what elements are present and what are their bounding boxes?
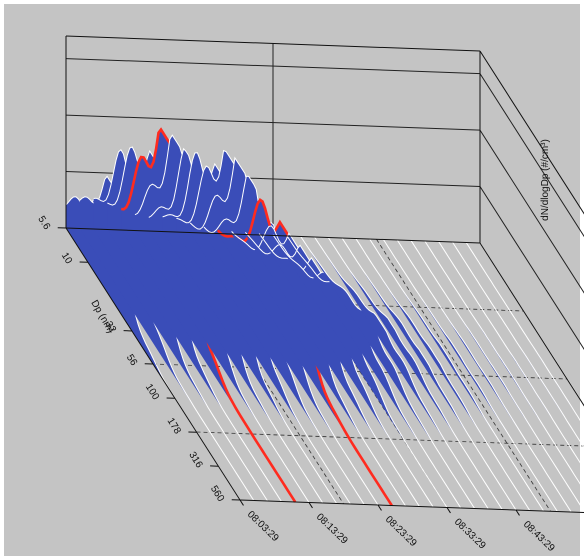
- x-tick-label: 178: [165, 416, 183, 436]
- frame-edge: [65, 227, 481, 244]
- x-tick-label: 560: [208, 484, 226, 504]
- frame-edge: [479, 50, 584, 215]
- y-tick-mark: [377, 504, 382, 511]
- y-tick-mark: [308, 502, 313, 509]
- series-fill: [480, 243, 584, 406]
- x-tick-label: 5.6: [35, 214, 52, 232]
- series-line: [451, 241, 584, 449]
- series-line: [93, 149, 269, 502]
- series-line: [107, 146, 282, 502]
- series-line: [286, 235, 462, 509]
- series-group: [65, 127, 584, 513]
- series-line: [410, 240, 584, 512]
- frame-edge: [479, 242, 584, 407]
- series-line: [341, 237, 517, 511]
- series-line: [355, 238, 531, 511]
- frame-edge: [65, 35, 481, 52]
- series-line: [313, 236, 489, 510]
- series-line: [79, 175, 255, 501]
- frame-edge: [239, 499, 584, 513]
- series-fill: [369, 239, 544, 511]
- y-tick-mark: [239, 499, 244, 506]
- x-tick-label: 100: [143, 382, 161, 402]
- y-tick-label: 08:33:29: [452, 517, 488, 552]
- y-tick-label: 08:23:29: [383, 514, 419, 549]
- y-tick-mark: [446, 507, 451, 514]
- x-axis-label: Dp (nm): [88, 298, 116, 335]
- y-tick-mark: [515, 509, 520, 516]
- y-tick-label: 08:43:29: [521, 519, 557, 554]
- x-tick-label: 56: [124, 353, 139, 369]
- series-line: [396, 239, 572, 513]
- series-line: [424, 240, 584, 491]
- series-line: [369, 238, 545, 512]
- z-axis-label: dN/dlogDp (#/cm³): [540, 139, 551, 221]
- x-tick-label: 10: [59, 251, 74, 267]
- box-frame: [57, 35, 584, 516]
- x-tick-label: 316: [186, 450, 204, 470]
- series-line: [382, 239, 558, 512]
- series-line: [465, 242, 584, 428]
- y-tick-label: 08:13:29: [314, 512, 350, 547]
- y-tick-label: 08:03:29: [245, 509, 281, 544]
- series-line: [327, 237, 503, 510]
- series-line: [300, 236, 476, 509]
- series-line: [479, 242, 584, 407]
- series-fill: [231, 225, 406, 506]
